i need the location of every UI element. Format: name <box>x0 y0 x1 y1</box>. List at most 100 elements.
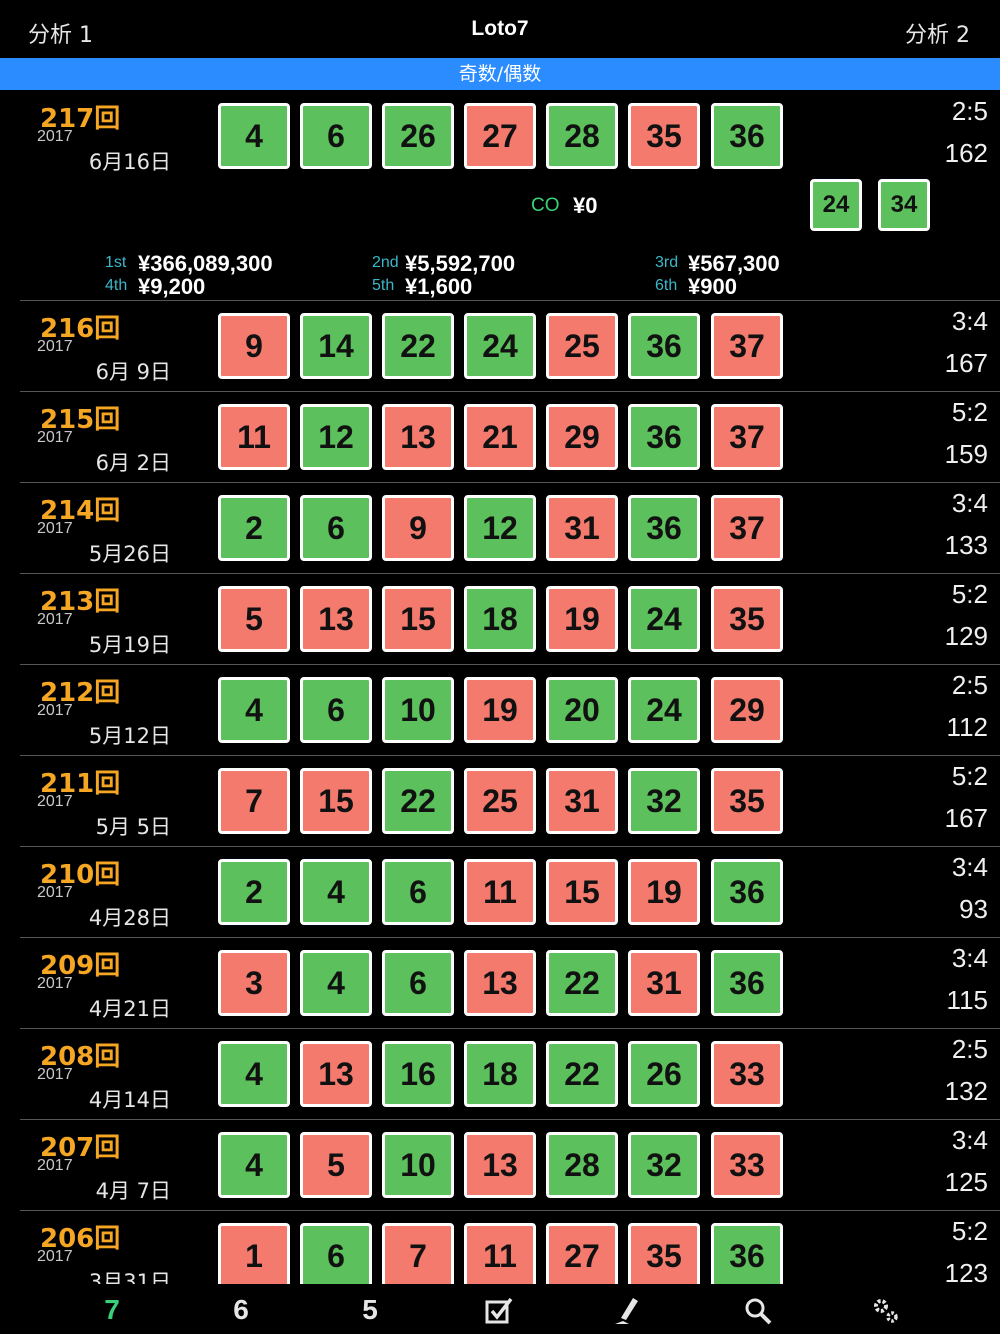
row-divider <box>20 391 1000 392</box>
odd-even-mode-bar[interactable]: 奇数/偶数 <box>0 58 1000 90</box>
number-ball: 19 <box>628 859 700 925</box>
number-ball: 19 <box>546 586 618 652</box>
row-divider <box>20 300 1000 301</box>
number-ball: 6 <box>300 103 372 169</box>
number-ball: 6 <box>300 1223 372 1284</box>
number-ball: 37 <box>711 313 783 379</box>
carryover-label: CO <box>531 195 560 216</box>
number-ball: 13 <box>382 404 454 470</box>
number-ball: 22 <box>382 313 454 379</box>
odd-even-ratio: 5:2 <box>951 1216 988 1246</box>
number-ball: 18 <box>464 1041 536 1107</box>
number-ball: 27 <box>546 1223 618 1284</box>
draw-results-list[interactable]: 217回 2017 6月16日 4 6 26 27 28 35 36 2:5 162 CO ¥0 24 34 1… <box>0 90 1000 1284</box>
number-ball: 35 <box>711 768 783 834</box>
number-ball: 28 <box>546 1132 618 1198</box>
tab-gear[interactable] <box>856 1290 916 1330</box>
odd-even-ratio: 3:4 <box>951 306 988 336</box>
tab-loto7[interactable]: 7 <box>104 1294 120 1325</box>
number-ball: 36 <box>628 495 700 561</box>
number-ball: 31 <box>546 495 618 561</box>
tab-pen[interactable] <box>598 1290 658 1330</box>
number-ball: 18 <box>464 586 536 652</box>
number-sum: 162 <box>944 138 988 168</box>
tab-checkbox[interactable] <box>469 1290 529 1330</box>
number-ball: 15 <box>546 859 618 925</box>
number-ball: 29 <box>546 404 618 470</box>
number-ball: 36 <box>711 103 783 169</box>
draw-date: 3月31日 <box>88 1270 171 1284</box>
number-ball: 3 <box>218 950 290 1016</box>
draw-row[interactable]: 212回 2017 5月12日 4 6 10 19 20 24 29 2:5 112 <box>0 664 1000 755</box>
draw-row[interactable]: 209回 2017 4月21日 3 4 6 13 22 31 36 3:4 115 <box>0 937 1000 1028</box>
number-ball: 6 <box>382 859 454 925</box>
number-ball: 21 <box>464 404 536 470</box>
draw-row[interactable]: 210回 2017 4月28日 2 4 6 11 15 19 36 3:4 93 <box>0 846 1000 937</box>
draw-row[interactable]: 206回 2017 3月31日 1 6 7 11 27 35 36 5:2 123 <box>0 1210 1000 1284</box>
draw-year: 2017 <box>37 429 73 446</box>
prize-amount: ¥1,600 <box>405 274 473 299</box>
draw-year: 2017 <box>37 338 73 355</box>
number-ball: 12 <box>300 404 372 470</box>
carryover-value: ¥0 <box>573 193 598 218</box>
draw-number: 211回 <box>40 769 121 799</box>
odd-even-ratio: 2:5 <box>951 1034 988 1064</box>
row-divider <box>20 1028 1000 1029</box>
tab-loto6[interactable]: 6 <box>233 1294 249 1325</box>
analysis-1-button[interactable]: 分析 1 <box>28 23 93 48</box>
draw-row[interactable]: 216回 2017 6月 9日 9 14 22 24 25 36 37 3:4 167 <box>0 300 1000 391</box>
number-ball: 36 <box>628 404 700 470</box>
number-ball: 1 <box>218 1223 290 1284</box>
draw-number: 217回 <box>40 104 121 134</box>
number-ball: 24 <box>628 586 700 652</box>
number-ball: 13 <box>300 586 372 652</box>
draw-number: 209回 <box>40 951 121 981</box>
prize-amount: ¥567,300 <box>688 251 780 276</box>
number-ball: 5 <box>300 1132 372 1198</box>
draw-row[interactable]: 213回 2017 5月19日 5 13 15 18 19 24 35 5:2 129 <box>0 573 1000 664</box>
draw-row[interactable]: 214回 2017 5月26日 2 6 9 12 31 36 37 3:4 133 <box>0 482 1000 573</box>
draw-date: 5月26日 <box>88 542 171 566</box>
draw-number: 215回 <box>40 405 121 435</box>
number-sum: 123 <box>944 1258 988 1284</box>
number-ball: 11 <box>464 1223 536 1284</box>
draw-row[interactable]: 215回 2017 6月 2日 11 12 13 21 29 36 37 5:2 159 <box>0 391 1000 482</box>
tab-search[interactable] <box>728 1290 788 1330</box>
row-divider <box>20 1119 1000 1120</box>
draw-number: 210回 <box>40 860 121 890</box>
draw-year: 2017 <box>37 884 73 901</box>
pen-icon <box>613 1298 643 1332</box>
draw-year: 2017 <box>37 702 73 719</box>
number-ball: 27 <box>464 103 536 169</box>
draw-number: 216回 <box>40 314 121 344</box>
number-ball: 7 <box>218 768 290 834</box>
draw-date: 6月16日 <box>88 150 171 174</box>
draw-date: 6月 2日 <box>95 451 171 475</box>
draw-row[interactable]: 217回 2017 6月16日 4 6 26 27 28 35 36 2:5 162 CO ¥0 24 34 1… <box>0 90 1000 300</box>
draw-year: 2017 <box>37 1248 73 1265</box>
draw-number: 208回 <box>40 1042 121 1072</box>
number-ball: 4 <box>218 1041 290 1107</box>
number-ball: 13 <box>300 1041 372 1107</box>
tab-loto5[interactable]: 5 <box>362 1294 378 1325</box>
number-ball: 15 <box>382 586 454 652</box>
draw-row[interactable]: 207回 2017 4月 7日 4 5 10 13 28 32 33 3:4 125 <box>0 1119 1000 1210</box>
prize-rank-label: 2nd <box>372 254 399 271</box>
number-ball: 36 <box>711 950 783 1016</box>
number-ball: 22 <box>546 950 618 1016</box>
search-icon <box>743 1298 773 1332</box>
number-ball: 35 <box>628 1223 700 1284</box>
number-ball: 13 <box>464 950 536 1016</box>
odd-even-ratio: 3:4 <box>951 852 988 882</box>
draw-date: 6月 9日 <box>95 360 171 384</box>
number-ball: 37 <box>711 404 783 470</box>
row-divider <box>20 664 1000 665</box>
analysis-2-button[interactable]: 分析 2 <box>905 23 970 48</box>
prize-amount: ¥9,200 <box>138 274 206 299</box>
draw-row[interactable]: 208回 2017 4月14日 4 13 16 18 22 26 33 2:5 132 <box>0 1028 1000 1119</box>
draw-year: 2017 <box>37 793 73 810</box>
draw-row[interactable]: 211回 2017 5月 5日 7 15 22 25 31 32 35 5:2 167 <box>0 755 1000 846</box>
prize-rank-label: 3rd <box>655 254 679 271</box>
number-ball: 25 <box>546 313 618 379</box>
number-ball: 12 <box>464 495 536 561</box>
